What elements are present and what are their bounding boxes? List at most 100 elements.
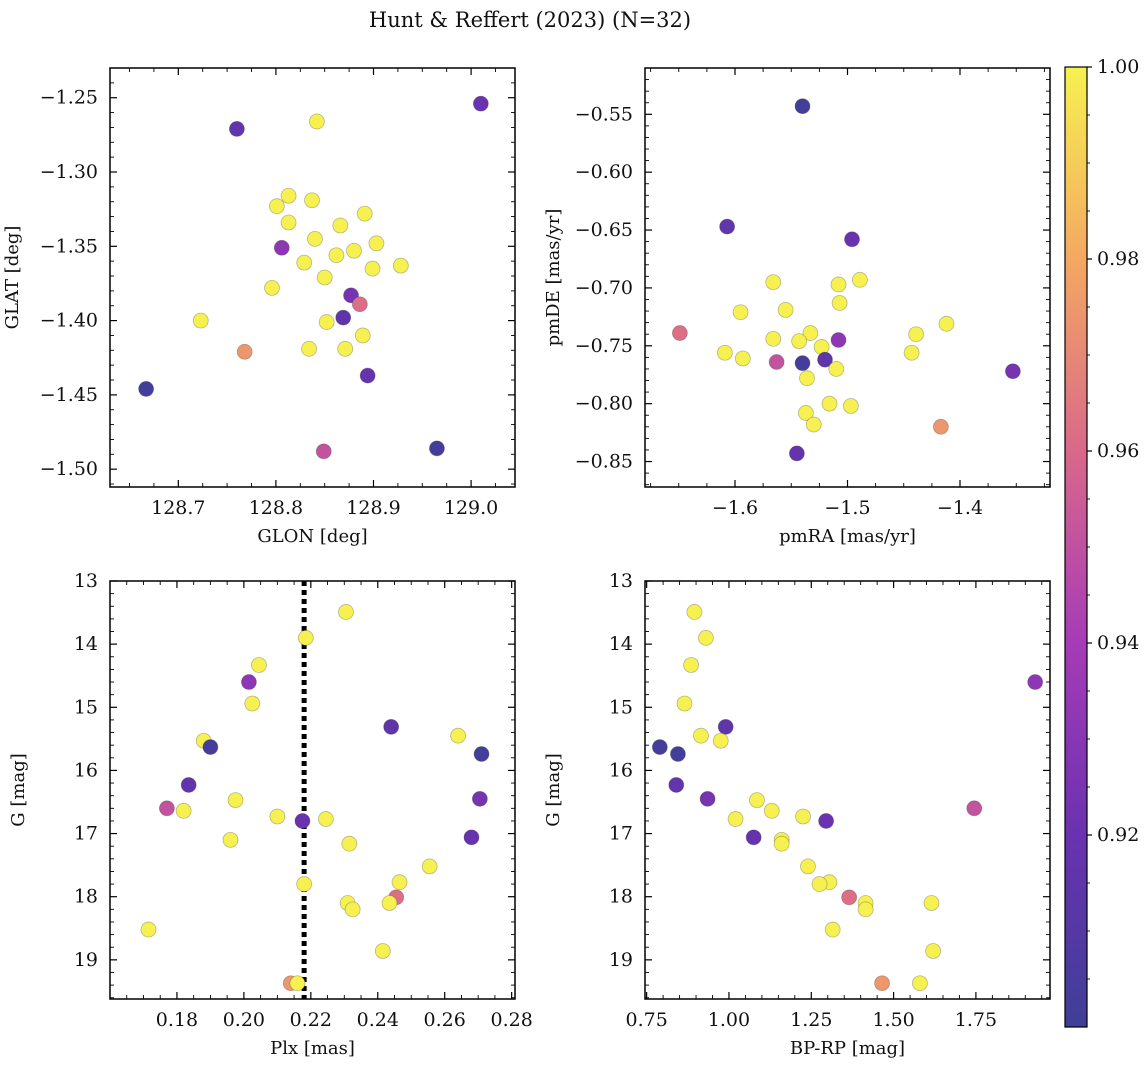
- x-tick-label: 0.28: [490, 1009, 532, 1031]
- data-point: [727, 811, 744, 827]
- data-point: [280, 187, 297, 204]
- x-tick-label: −1.4: [937, 497, 983, 519]
- data-point: [874, 975, 890, 992]
- panel-top-right: −1.6 −1.5 −1.4 −0.55 −0.60 −0.65 −0.70 −0.75 −0.…: [543, 67, 1051, 547]
- y-tick-label: 15: [609, 696, 633, 718]
- data-point: [811, 876, 828, 892]
- data-point: [202, 739, 219, 755]
- data-point: [671, 325, 688, 341]
- data-point: [795, 808, 811, 825]
- data-point: [851, 271, 868, 288]
- y-tick-label: −0.80: [575, 393, 633, 415]
- y-tick-label: −1.35: [40, 235, 98, 257]
- data-point: [768, 354, 785, 370]
- data-point: [745, 829, 762, 846]
- data-point: [912, 975, 928, 992]
- panel-bottom-left: 0.18 0.20 0.22 0.24 0.26 0.28 13 14 15 16 17 18 19 Pl…: [8, 570, 533, 1059]
- data-point: [317, 811, 334, 827]
- data-point: [773, 835, 790, 852]
- data-point: [241, 674, 257, 690]
- data-point: [841, 889, 858, 906]
- data-point: [794, 355, 811, 372]
- data-point: [824, 921, 841, 938]
- data-point: [236, 343, 253, 360]
- data-point: [817, 351, 833, 368]
- data-point: [175, 802, 192, 819]
- data-point: [296, 876, 313, 892]
- y-axis-label: G [mag]: [8, 753, 29, 826]
- y-tick-label: −1.30: [40, 161, 98, 183]
- y-tick-label: 15: [74, 696, 98, 718]
- y-tick-label: 14: [74, 633, 98, 655]
- data-point: [269, 808, 286, 825]
- data-point: [383, 718, 400, 735]
- y-axis-label: GLAT [deg]: [2, 226, 23, 330]
- data-point: [925, 943, 942, 959]
- y-tick-label: 17: [74, 823, 98, 845]
- data-point: [683, 657, 699, 673]
- colorbar-tick-label: 0.92: [1097, 824, 1139, 846]
- data-point: [668, 777, 685, 793]
- y-tick-label: −1.25: [40, 87, 98, 109]
- data-point: [676, 695, 693, 712]
- data-point: [316, 269, 333, 286]
- data-point: [227, 792, 244, 809]
- data-point: [844, 231, 860, 248]
- x-tick-label: 0.22: [290, 1009, 332, 1031]
- colorbar-tick-label: 0.94: [1097, 632, 1139, 654]
- data-point: [294, 813, 311, 829]
- data-point: [392, 257, 409, 274]
- axes-frame: [109, 67, 516, 488]
- data-point: [381, 895, 398, 911]
- x-tick-label: 1.50: [872, 1009, 914, 1031]
- x-axis-label: BP-RP [mag]: [790, 1038, 905, 1059]
- y-tick-label: −0.55: [575, 103, 633, 125]
- y-tick-label: 17: [609, 823, 633, 845]
- data-point: [923, 895, 940, 911]
- data-point: [315, 443, 332, 460]
- data-point: [765, 330, 782, 347]
- x-tick-label: 1.25: [790, 1009, 832, 1031]
- data-point: [651, 739, 668, 755]
- data-point: [338, 604, 354, 620]
- x-tick-label: 0.24: [357, 1009, 399, 1031]
- y-tick-label: −0.70: [575, 277, 633, 299]
- colorbar-tick-label: 1.00: [1097, 56, 1139, 78]
- y-tick-label: −1.40: [40, 310, 98, 332]
- data-point: [830, 276, 847, 293]
- y-tick-label: 13: [74, 570, 98, 592]
- y-tick-label: −1.45: [40, 384, 98, 406]
- y-tick-label: 18: [74, 886, 98, 908]
- y-tick-label: 16: [74, 759, 98, 781]
- axes-frame: [644, 580, 1051, 1000]
- data-point: [429, 440, 445, 457]
- data-point: [359, 367, 376, 384]
- data-point: [830, 332, 847, 348]
- y-tick-label: 18: [609, 886, 633, 908]
- data-point: [304, 192, 320, 209]
- data-point: [966, 800, 983, 817]
- y-tick-label: −0.60: [575, 161, 633, 183]
- data-point: [332, 217, 349, 234]
- x-axis-label: pmRA [mas/yr]: [779, 526, 916, 547]
- data-point: [228, 121, 245, 137]
- x-tick-label: 0.20: [223, 1009, 265, 1031]
- panel-top-left: 128.7 128.8 128.9 129.0 −1.25 −1.30 −1.35 −1.40…: [2, 67, 516, 547]
- data-point: [351, 296, 368, 313]
- data-point: [818, 813, 834, 829]
- data-point: [857, 901, 874, 918]
- data-point: [341, 835, 358, 852]
- data-point: [335, 309, 352, 326]
- data-point: [337, 340, 354, 357]
- axes-frame: [109, 580, 516, 1000]
- axes-frame: [644, 67, 1051, 488]
- data-point: [788, 445, 805, 462]
- y-tick-label: 19: [609, 949, 633, 971]
- data-point: [686, 604, 703, 620]
- x-tick-label: 1.00: [708, 1009, 750, 1031]
- data-point: [346, 242, 362, 259]
- panel-bottom-right: 0.75 1.00 1.25 1.50 1.75 13 14 15 16 17 18 19 BP-RP …: [543, 570, 1051, 1059]
- data-point: [732, 304, 749, 321]
- y-tick-label: −0.85: [575, 451, 633, 473]
